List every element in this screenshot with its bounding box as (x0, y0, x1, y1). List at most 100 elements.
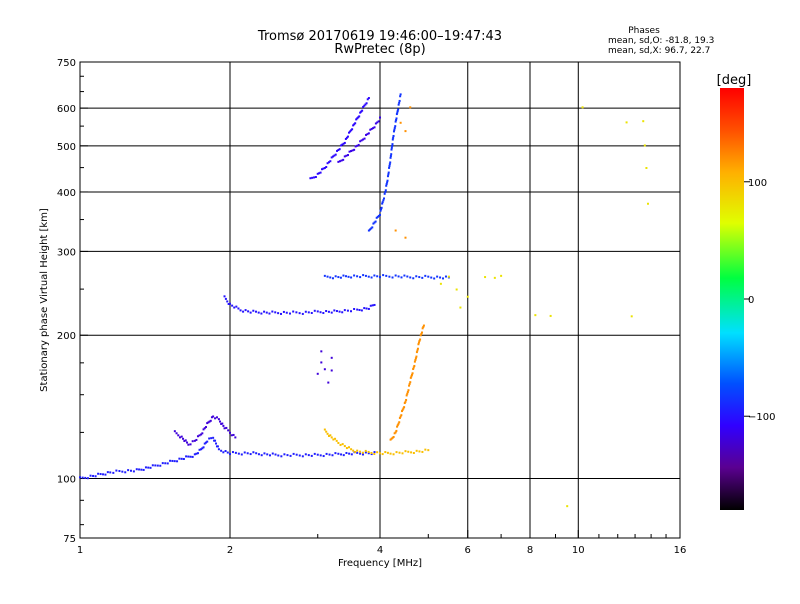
echo-point (374, 220, 377, 223)
echo-point (298, 312, 301, 315)
echo-point (288, 312, 291, 315)
echo-point (239, 309, 242, 312)
echo-point (274, 453, 277, 456)
echo-point (350, 448, 353, 451)
echo-point (335, 439, 338, 442)
grid-lines (80, 62, 680, 538)
echo-point (266, 453, 269, 456)
echo-point (362, 105, 365, 108)
echo-point (237, 452, 240, 455)
echo-point (225, 426, 228, 429)
echo-point (196, 452, 199, 455)
echo-point (99, 473, 102, 476)
echo-point (395, 451, 398, 454)
echo-point (409, 276, 412, 279)
echo-point (277, 454, 280, 457)
echo-point (224, 450, 227, 453)
echo-point (138, 468, 141, 471)
x-tick-label: 4 (377, 545, 383, 556)
echo-point (252, 451, 255, 454)
echo-point (419, 338, 422, 341)
echo-point (390, 153, 393, 156)
echo-point (439, 276, 442, 279)
echo-point (395, 117, 398, 120)
echo-point (403, 406, 406, 409)
echo-point (334, 153, 337, 156)
echo-point (370, 127, 373, 130)
echo-point (207, 421, 210, 424)
echo-point (343, 445, 346, 448)
echo-point (329, 276, 332, 279)
echo-point (350, 453, 353, 456)
echo-point (417, 343, 420, 346)
echo-point (381, 202, 384, 205)
echo-point (232, 433, 235, 436)
chart-title-line1: Tromsø 20170619 19:46:00–19:47:43 (257, 29, 502, 44)
echo-point (371, 304, 374, 307)
echo-point (337, 452, 340, 455)
echo-point (365, 102, 368, 105)
echo-point (231, 451, 234, 454)
echo-point (81, 476, 84, 479)
echo-point (214, 439, 217, 442)
echo-point (342, 274, 345, 277)
echo-point (341, 311, 344, 314)
echo-point (367, 229, 370, 232)
echo-point (362, 138, 365, 141)
echo-point (396, 424, 399, 427)
echo-point (383, 197, 386, 200)
echo-point (201, 432, 204, 435)
echo-point (331, 277, 334, 280)
x-tick-label: 2 (227, 545, 233, 556)
echo-point (386, 181, 389, 184)
echo-point (376, 451, 379, 454)
echo-point (208, 437, 211, 440)
chart-title-line2: RwPretec (8p) (334, 42, 425, 57)
echo-point (376, 275, 379, 278)
echo-point (353, 148, 356, 151)
echo-point (210, 416, 213, 419)
echo-point (196, 435, 199, 438)
echo-point (322, 312, 325, 315)
echo-point (391, 276, 394, 279)
echo-point (344, 137, 347, 140)
echo-point (466, 295, 469, 298)
echo-point (391, 138, 394, 141)
echo-point (389, 452, 392, 455)
echo-point (325, 166, 328, 169)
echo-point (412, 367, 415, 370)
echo-point (223, 295, 226, 298)
echo-point (391, 436, 394, 439)
echo-point (221, 422, 224, 425)
echo-point (268, 312, 271, 315)
echo-point (212, 436, 215, 439)
echo-point (175, 432, 178, 435)
echo-point (301, 455, 304, 458)
echo-point (229, 453, 231, 456)
echo-point (364, 449, 367, 452)
echo-point (444, 275, 447, 278)
echo-point (334, 452, 337, 455)
echo-point (363, 307, 366, 310)
echo-point (220, 449, 223, 452)
echo-point (382, 274, 385, 277)
echo-point (339, 276, 342, 279)
echo-point (420, 332, 423, 335)
echo-point (313, 309, 316, 312)
echo-point (325, 430, 328, 433)
echo-point (362, 274, 365, 277)
echo-point (364, 103, 367, 106)
echo-point (353, 123, 356, 126)
echo-point (229, 431, 231, 434)
echo-point (356, 451, 359, 454)
echo-point (390, 148, 393, 151)
echo-point (392, 134, 395, 137)
echo-point (332, 438, 335, 441)
echo-point (237, 307, 240, 310)
echo-point (321, 168, 324, 171)
echo-point (380, 208, 383, 211)
echo-point (413, 360, 416, 363)
echo-point (341, 443, 344, 446)
echo-point (370, 276, 373, 279)
